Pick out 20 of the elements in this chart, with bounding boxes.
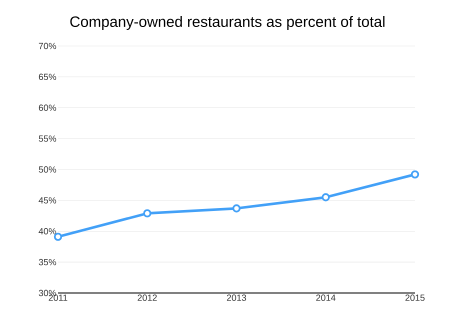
y-tick-label: 35%: [38, 258, 56, 266]
x-tick-label: 2013: [226, 294, 246, 301]
point: [143, 209, 152, 218]
y-tick-label: 65%: [38, 74, 56, 80]
point: [322, 193, 330, 202]
x-tick-label: 2015: [405, 294, 425, 301]
y-tick-label: 30%: [38, 290, 56, 296]
chart-title: Company-owned restaurants as percent of total: [70, 16, 384, 30]
y-tick-label: 60%: [38, 104, 56, 111]
y-tick-label: 70%: [38, 42, 56, 50]
y-tick-label: 45%: [38, 197, 56, 204]
x-tick-label: 2011: [48, 294, 68, 301]
y-tick-label: 55%: [38, 135, 56, 142]
y-tick-label: 40%: [38, 228, 56, 234]
x-tick-label: 2014: [316, 294, 336, 301]
x-tick-label: 2012: [138, 294, 157, 301]
point: [410, 170, 420, 179]
y-tick-label: 50%: [38, 166, 56, 173]
point: [232, 204, 241, 212]
point: [54, 232, 62, 241]
